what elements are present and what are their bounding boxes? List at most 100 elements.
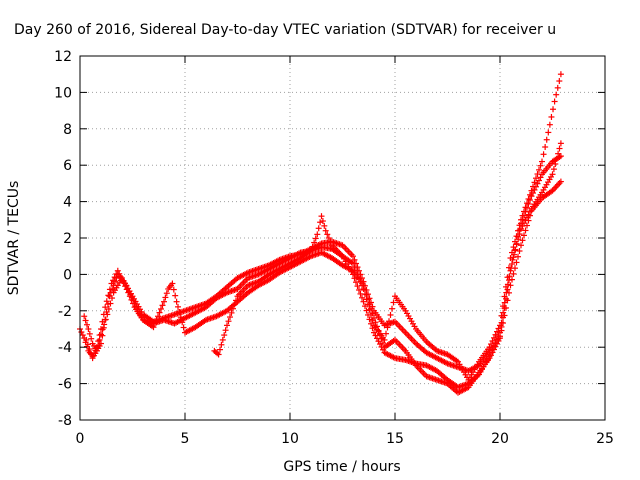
data-point bbox=[357, 278, 364, 285]
x-tick-label: 25 bbox=[596, 431, 614, 447]
data-point bbox=[533, 175, 539, 182]
y-tick-label: 4 bbox=[63, 195, 72, 211]
data-point bbox=[88, 335, 95, 342]
data-point bbox=[383, 330, 389, 337]
data-point bbox=[350, 253, 356, 260]
data-point bbox=[112, 278, 118, 285]
data-point bbox=[527, 212, 533, 219]
data-point bbox=[539, 158, 545, 165]
data-point bbox=[321, 222, 328, 229]
data-point bbox=[217, 346, 223, 353]
data-point bbox=[390, 299, 397, 306]
data-point bbox=[557, 140, 564, 147]
data-point bbox=[318, 213, 325, 220]
data-point bbox=[495, 325, 502, 332]
data-point bbox=[366, 306, 373, 313]
data-point bbox=[78, 329, 85, 336]
data-point bbox=[506, 289, 512, 296]
data-point bbox=[110, 282, 117, 289]
data-point bbox=[537, 162, 544, 169]
data-point bbox=[363, 307, 370, 314]
data-point bbox=[359, 282, 365, 289]
data-point bbox=[507, 267, 514, 274]
data-point bbox=[515, 227, 521, 234]
data-point bbox=[84, 341, 91, 348]
data-point bbox=[96, 336, 103, 343]
data-point bbox=[362, 291, 368, 298]
data-point bbox=[314, 231, 321, 238]
data-point bbox=[85, 326, 92, 332]
data-point bbox=[231, 301, 238, 308]
data-point bbox=[509, 261, 515, 267]
data-point bbox=[500, 303, 506, 310]
y-axis-ticks: -8 -6 -4 -2 0 2 4 6 8 10 12 bbox=[54, 49, 605, 429]
data-point bbox=[221, 332, 228, 339]
data-point bbox=[546, 121, 553, 128]
x-tick-label: 0 bbox=[76, 431, 85, 447]
data-point bbox=[515, 253, 521, 260]
data-point bbox=[513, 233, 520, 240]
data-point bbox=[509, 276, 515, 283]
data-point bbox=[491, 334, 497, 341]
y-tick-label: 10 bbox=[54, 85, 72, 101]
data-point bbox=[534, 180, 541, 187]
data-point bbox=[215, 351, 222, 358]
y-tick-label: 8 bbox=[63, 122, 72, 138]
data-point bbox=[233, 297, 239, 304]
data-point bbox=[524, 200, 530, 207]
data-point bbox=[351, 264, 358, 271]
data-point bbox=[521, 208, 527, 215]
data-point bbox=[86, 330, 93, 337]
data-point bbox=[525, 217, 532, 224]
data-point bbox=[106, 293, 113, 300]
data-point bbox=[102, 316, 109, 323]
data-point bbox=[105, 301, 111, 308]
data-point bbox=[98, 340, 104, 347]
data-point bbox=[510, 270, 517, 277]
data-point bbox=[176, 309, 183, 316]
data-point bbox=[543, 136, 550, 143]
data-point bbox=[100, 324, 107, 331]
data-point bbox=[103, 298, 110, 305]
y-tick-label: 2 bbox=[63, 231, 72, 247]
data-point bbox=[497, 335, 503, 342]
data-point bbox=[84, 321, 90, 328]
data-point bbox=[387, 311, 394, 318]
data-point bbox=[356, 275, 362, 282]
data-point bbox=[162, 294, 169, 301]
data-point bbox=[519, 212, 526, 219]
data-point bbox=[551, 98, 558, 105]
data-point bbox=[225, 318, 232, 325]
data-point bbox=[512, 265, 518, 272]
data-point bbox=[79, 332, 86, 339]
x-tick-label: 20 bbox=[491, 431, 509, 447]
data-point bbox=[534, 171, 541, 178]
x-tick-label: 5 bbox=[181, 431, 190, 447]
data-point bbox=[126, 288, 132, 295]
data-point bbox=[537, 174, 544, 181]
data-point bbox=[155, 313, 161, 320]
data-point bbox=[489, 337, 496, 344]
x-axis-ticks: 0 5 10 15 20 25 bbox=[76, 56, 614, 447]
data-point bbox=[153, 316, 160, 323]
data-point bbox=[549, 171, 556, 178]
data-point bbox=[230, 305, 236, 312]
chart-title: Day 260 of 2016, Sidereal Day-to-day VTE… bbox=[14, 22, 556, 38]
data-point bbox=[175, 303, 181, 310]
data-point bbox=[516, 248, 523, 254]
data-point bbox=[504, 274, 511, 281]
data-point bbox=[518, 242, 524, 249]
data-point bbox=[363, 296, 370, 303]
data-point bbox=[366, 316, 373, 323]
grid bbox=[80, 56, 605, 420]
data-point bbox=[138, 314, 145, 321]
data-point bbox=[501, 293, 508, 300]
data-point bbox=[169, 280, 176, 287]
y-tick-label: 12 bbox=[54, 49, 72, 65]
data-point bbox=[521, 232, 527, 239]
data-point bbox=[219, 336, 226, 343]
data-point bbox=[159, 302, 166, 309]
data-point bbox=[156, 309, 163, 316]
data-point bbox=[127, 291, 134, 298]
data-point bbox=[86, 346, 93, 353]
